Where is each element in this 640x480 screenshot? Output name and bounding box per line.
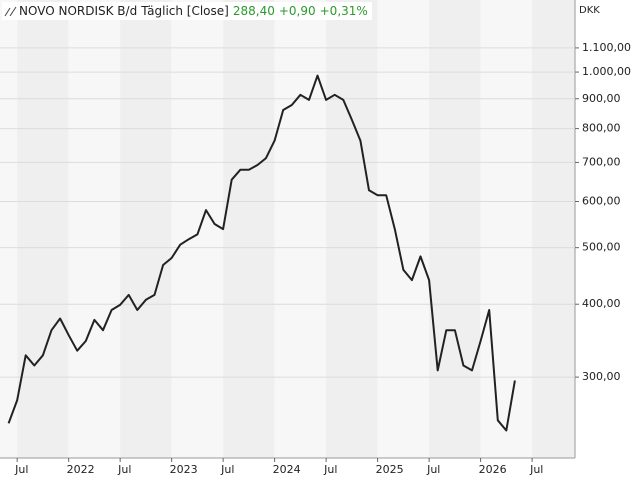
chart-subtitle: Täglich [Close] [141,4,229,18]
line-icon [4,6,17,17]
x-tick-label: 2024 [273,463,301,476]
y-tick-label: 400,00 [582,297,621,310]
x-tick-label: 2022 [67,463,95,476]
header: NOVO NORDISK B/d Täglich [Close] 288,40 +0,… [2,2,372,20]
price-line [7,74,516,432]
x-tick-label: 2025 [376,463,404,476]
background-band [532,0,575,458]
background-band [223,0,275,458]
background-band [480,0,533,458]
background-band [68,0,121,458]
change-abs: +0,90 [278,4,316,18]
y-tick-label: 800,00 [582,122,621,135]
background-band [17,0,69,458]
background-band [274,0,327,458]
x-tick-label: Jul [426,463,440,476]
chart-title: NOVO NORDISK B/d [19,4,138,18]
background-band [0,0,18,458]
y-tick-label: 600,00 [582,194,621,207]
x-tick-label: Jul [529,463,543,476]
background-band [120,0,172,458]
y-tick-label: 1.000,00 [582,65,631,78]
y-unit: DKK [579,5,600,16]
background-band [171,0,224,458]
y-tick-label: 700,00 [582,155,621,168]
x-tick-label: 2026 [479,463,507,476]
x-tick-label: Jul [14,463,28,476]
x-tick-label: 2023 [170,463,198,476]
y-tick-label: 500,00 [582,241,621,254]
change-pct: +0,31% [319,4,368,18]
x-tick-label: Jul [220,463,234,476]
y-tick-label: 300,00 [582,370,621,383]
background-band [429,0,481,458]
last-price: 288,40 [232,4,275,18]
x-tick-label: Jul [323,463,337,476]
x-tick-label: Jul [117,463,131,476]
y-tick-label: 900,00 [582,92,621,105]
background-band [326,0,378,458]
background-band [377,0,430,458]
y-tick-label: 1.100,00 [582,41,631,54]
